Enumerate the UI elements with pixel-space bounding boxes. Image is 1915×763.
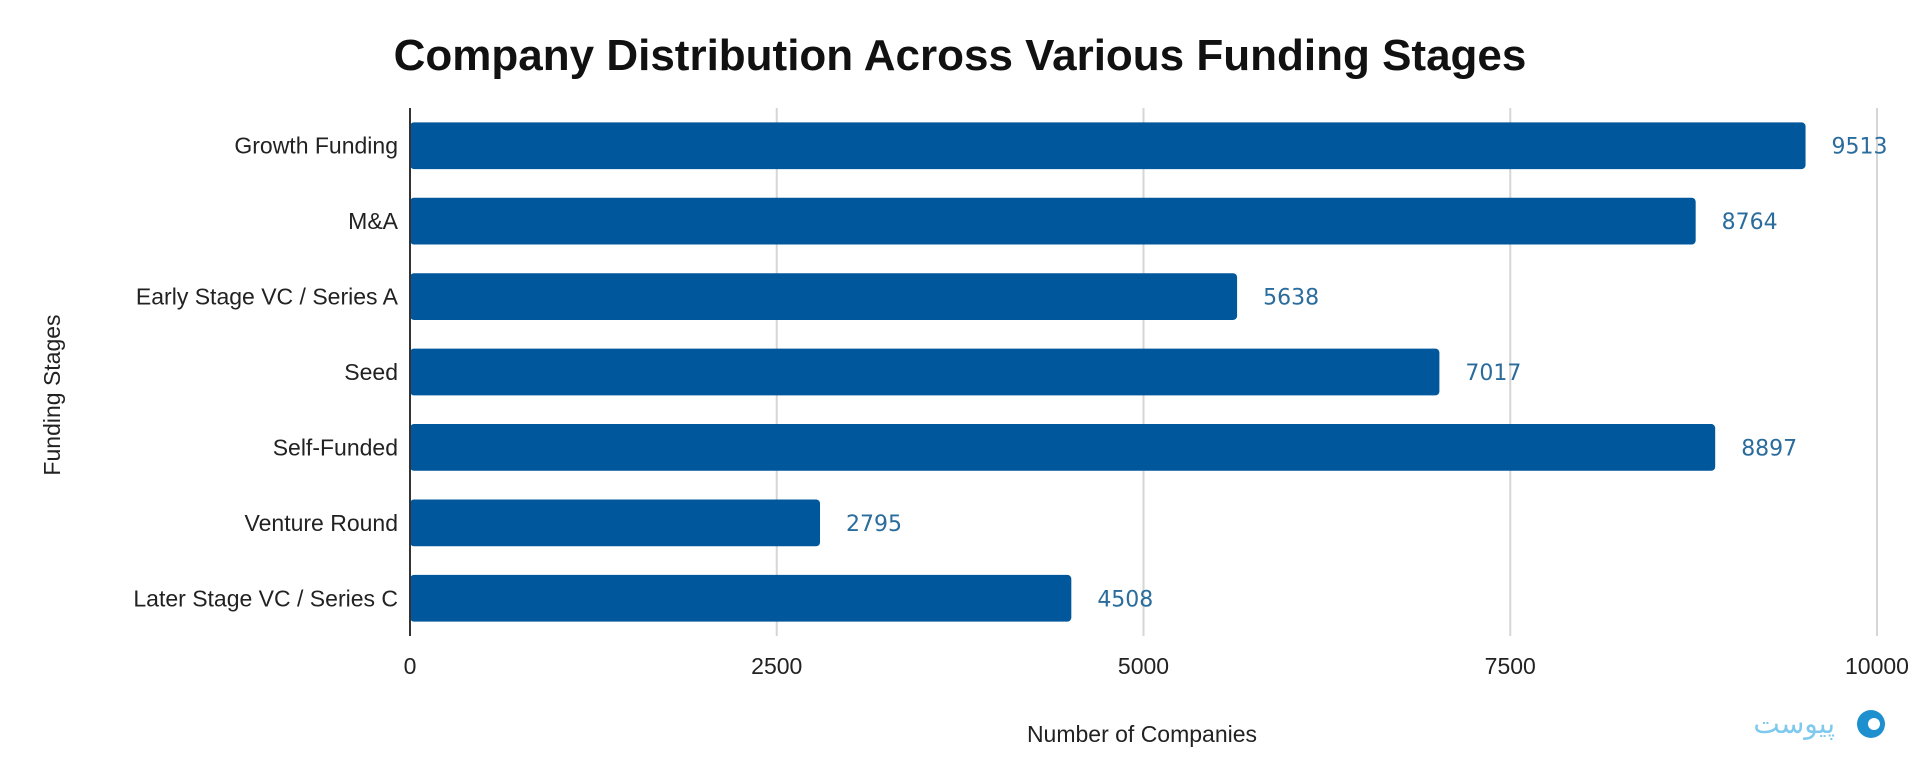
x-tick-label: 7500 [1485,653,1536,679]
value-label: 5638 [1263,286,1319,311]
value-label: 4508 [1097,587,1153,612]
bar [410,574,1072,622]
bar [410,348,1440,396]
value-label: 8897 [1741,436,1797,461]
x-tick-label: 5000 [1118,653,1169,679]
bar [410,197,1696,245]
value-labels: 9513 8764 5638 7017 8897 2795 4508 [846,135,1888,613]
x-tick-labels: 0 2500 5000 7500 10000 [404,653,1909,679]
watermark-text: پیوست [1753,707,1835,740]
bar [410,122,1806,170]
x-axis-title: Number of Companies [1027,721,1257,747]
watermark-logo: پیوست [1753,707,1885,740]
category-label: Seed [344,359,398,385]
x-tick-label: 2500 [751,653,802,679]
category-label: Self-Funded [273,434,398,460]
category-label: Venture Round [245,510,398,536]
value-label: 9513 [1832,135,1888,160]
x-tick-label: 10000 [1845,653,1909,679]
bars [410,122,1806,622]
category-labels: Growth Funding M&A Early Stage VC / Series… [133,133,398,612]
bar [410,424,1716,471]
category-label: Growth Funding [234,133,398,159]
chart-title: Company Distribution Across Various Fund… [394,31,1527,80]
category-label: Early Stage VC / Series A [136,284,399,310]
category-label: M&A [348,208,399,234]
value-label: 7017 [1465,361,1521,386]
category-label: Later Stage VC / Series C [133,585,398,611]
watermark-mark-inner-icon [1868,718,1880,730]
bar [410,273,1238,320]
bar [410,499,821,547]
value-label: 2795 [846,512,902,537]
value-label: 8764 [1722,210,1778,235]
x-tick-label: 0 [404,653,417,679]
y-axis-title: Funding Stages [39,314,65,475]
